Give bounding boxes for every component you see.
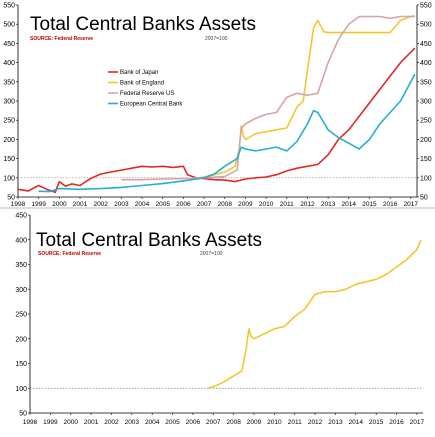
y-tick-label: 350 <box>3 79 15 86</box>
x-tick-label: 2010 <box>259 201 274 208</box>
x-tick-label: 2014 <box>342 201 357 208</box>
y-tick-label-right: 300 <box>420 99 432 106</box>
x-tick-label: 2007 <box>206 419 221 426</box>
x-tick-label: 2006 <box>186 419 201 426</box>
x-tick-label: 2007 <box>197 201 212 208</box>
y-tick-label: 250 <box>15 312 27 319</box>
x-tick-label: 2000 <box>63 419 78 426</box>
x-tick-label: 1999 <box>31 201 46 208</box>
x-tick-label: 2008 <box>218 201 233 208</box>
y-tick-label: 150 <box>3 156 15 163</box>
x-tick-label: 2002 <box>104 419 119 426</box>
chart-source: SOURCE: Federal Reserve <box>30 36 93 42</box>
legend-label-federal-reserve-us: Federal Reserve US <box>120 91 174 97</box>
x-tick-label: 2013 <box>328 419 343 426</box>
y-tick-label: 200 <box>15 336 27 343</box>
chart-note: 2007=100 <box>200 251 223 257</box>
legend-label-european-central-bank: European Central Bank <box>120 102 183 108</box>
chart-panel-1: 50 50 100 100 150 150 200 200 250 250 300 300 350 350… <box>3 3 432 209</box>
y-tick-label: 50 <box>7 195 15 202</box>
x-tick-label: 2015 <box>369 419 384 426</box>
y-tick-label: 150 <box>15 361 27 368</box>
x-tick-label: 2005 <box>165 419 180 426</box>
chart-source: SOURCE: Federal Reserve <box>38 251 101 257</box>
series-line-european-central-bank <box>38 73 416 193</box>
y-tick-label: 450 <box>15 213 27 220</box>
x-tick-label: 2016 <box>383 201 398 208</box>
y-tick-label: 400 <box>3 60 15 67</box>
x-tick-label: 2004 <box>145 419 160 426</box>
series-line-bank-of-england <box>207 239 422 390</box>
chart-panel-2: 50 100 150 200 250 300 350 400 450 1998 1999 2000 20… <box>15 213 425 427</box>
y-tick-label-right: 500 <box>420 22 432 29</box>
x-tick-label: 2008 <box>226 419 241 426</box>
x-tick-label: 2011 <box>280 201 294 208</box>
y-tick-label-right: 250 <box>420 118 432 125</box>
chart-title: Total Central Banks Assets <box>36 230 262 251</box>
legend-label-bank-of-england: Bank of England <box>120 81 164 87</box>
legend-label-bank-of-japan: Bank of Japan <box>120 70 158 76</box>
x-tick-label: 2009 <box>238 201 253 208</box>
x-tick-label: 2000 <box>52 201 67 208</box>
x-tick-label: 2004 <box>135 201 150 208</box>
y-tick-label: 300 <box>15 287 27 294</box>
x-tick-label: 2013 <box>321 201 336 208</box>
y-tick-label-right: 150 <box>420 156 432 163</box>
y-tick-label-right: 450 <box>420 41 432 48</box>
y-tick-label: 250 <box>3 118 15 125</box>
x-tick-label: 2012 <box>300 201 315 208</box>
y-tick-label-right: 350 <box>420 79 432 86</box>
y-tick-label: 450 <box>3 41 15 48</box>
x-tick-label: 2014 <box>349 419 364 426</box>
y-tick-label: 400 <box>15 237 27 244</box>
x-tick-label: 1999 <box>43 419 58 426</box>
series-line-federal-reserve-us <box>121 15 415 181</box>
y-tick-label: 550 <box>3 3 15 10</box>
y-tick-label: 350 <box>15 262 27 269</box>
y-tick-label-right: 200 <box>420 137 432 144</box>
series-line-bank-of-england <box>197 15 416 179</box>
y-tick-label: 100 <box>3 175 15 182</box>
x-tick-label: 2017 <box>404 201 419 208</box>
x-tick-label: 2001 <box>84 419 99 426</box>
y-tick-label-right: 550 <box>420 3 432 10</box>
x-tick-label: 2005 <box>155 201 170 208</box>
x-tick-label: 2003 <box>114 201 129 208</box>
x-tick-label: 2009 <box>247 419 262 426</box>
y-tick-label: 200 <box>3 137 15 144</box>
y-tick-label: 500 <box>3 22 15 29</box>
x-tick-label: 1998 <box>23 419 38 426</box>
chart-title: Total Central Banks Assets <box>30 14 256 35</box>
y-tick-label-right: 100 <box>420 175 432 182</box>
x-tick-label: 2016 <box>389 419 404 426</box>
series-line-bank-of-japan <box>17 47 416 194</box>
y-tick-label: 100 <box>15 386 27 393</box>
y-tick-label: 50 <box>19 411 27 418</box>
y-tick-label-right: 50 <box>420 195 428 202</box>
x-tick-label: 2017 <box>410 419 425 426</box>
x-tick-label: 2011 <box>288 419 302 426</box>
y-tick-label-right: 400 <box>420 60 432 67</box>
panel-divider <box>0 207 435 209</box>
x-tick-label: 2012 <box>308 419 323 426</box>
x-tick-label: 2010 <box>267 419 282 426</box>
x-tick-label: 2003 <box>125 419 140 426</box>
y-tick-label: 300 <box>3 99 15 106</box>
x-tick-label: 1998 <box>11 201 26 208</box>
x-tick-label: 2002 <box>93 201 108 208</box>
x-tick-label: 2006 <box>176 201 191 208</box>
x-tick-label: 2015 <box>362 201 377 208</box>
x-tick-label: 2001 <box>73 201 88 208</box>
chart-note: 2007=100 <box>205 36 228 42</box>
